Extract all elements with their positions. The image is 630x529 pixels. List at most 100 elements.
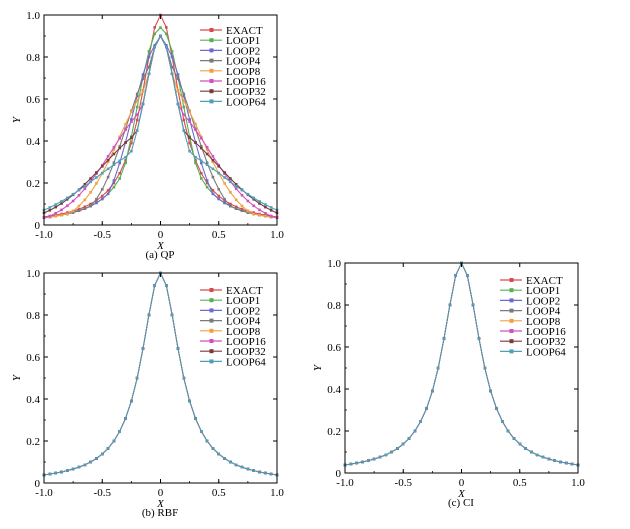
data-point — [349, 462, 353, 466]
data-point — [471, 303, 475, 307]
x-tick-label: -1.0 — [336, 477, 354, 489]
data-point — [194, 122, 197, 126]
data-point — [118, 146, 121, 150]
data-point — [83, 184, 87, 188]
data-point — [425, 407, 428, 410]
data-point — [71, 199, 75, 203]
data-point — [106, 189, 110, 192]
data-point — [182, 99, 186, 102]
x-tick-label: -0.5 — [94, 229, 112, 241]
data-point — [101, 171, 104, 175]
data-point — [147, 72, 151, 76]
data-point — [194, 161, 197, 165]
data-point — [205, 185, 209, 189]
data-point — [89, 191, 92, 194]
data-point — [211, 447, 215, 450]
legend-item-exact: EXACT — [200, 285, 263, 297]
data-point — [141, 75, 145, 79]
data-point — [170, 50, 174, 53]
legend-label: LOOP64 — [226, 356, 266, 368]
data-point — [106, 175, 110, 179]
data-point — [147, 50, 151, 53]
data-point — [466, 274, 469, 277]
data-point — [489, 389, 492, 393]
x-axis-label: X — [457, 488, 466, 500]
legend-swatch-marker — [209, 359, 214, 364]
legend-label: LOOP32 — [226, 346, 266, 358]
data-point — [48, 209, 52, 212]
y-tick-label: 1.0 — [26, 10, 40, 22]
legend-item-loop4: LOOP4 — [200, 316, 261, 328]
data-point — [442, 337, 446, 340]
legend-swatch-marker — [209, 298, 214, 303]
data-point — [118, 145, 121, 148]
data-point — [124, 128, 127, 131]
data-point — [188, 141, 191, 145]
data-point — [83, 463, 87, 467]
data-point — [60, 200, 63, 203]
data-point — [165, 26, 168, 29]
legend-item-exact: EXACT — [200, 25, 263, 37]
data-point — [413, 429, 417, 433]
data-point — [234, 198, 238, 202]
y-axis-label: Y — [11, 373, 23, 381]
data-point — [407, 437, 411, 440]
data-point — [367, 459, 370, 462]
data-point — [101, 452, 104, 456]
data-point — [130, 120, 133, 123]
legend-swatch-marker — [209, 28, 214, 32]
data-point — [77, 207, 81, 211]
data-point — [234, 187, 238, 191]
data-point — [205, 179, 209, 182]
data-point — [194, 155, 197, 159]
chart-caption: (c) CI — [448, 497, 474, 509]
y-tick-label: 0.8 — [26, 52, 40, 64]
data-point — [182, 92, 186, 96]
data-point — [211, 155, 215, 158]
data-point — [106, 167, 110, 171]
data-point — [223, 457, 226, 460]
legend-label: EXACT — [226, 25, 263, 37]
data-point — [205, 181, 209, 185]
data-point — [211, 192, 215, 196]
data-point — [170, 313, 174, 317]
data-point — [153, 26, 156, 29]
data-point — [77, 465, 81, 469]
data-point — [246, 199, 250, 203]
data-point — [165, 284, 168, 287]
data-point — [77, 188, 81, 192]
data-point — [60, 470, 63, 474]
data-point — [176, 89, 180, 93]
chart-1: -1.0 -0.5 0 0.5 1.0 0 0.2 0.4 0.6 0.8 1.0 X Y (b) RBF… — [11, 268, 284, 519]
data-point — [229, 460, 232, 464]
data-point — [269, 209, 273, 212]
legend-swatch-marker — [209, 58, 214, 63]
legend-label: LOOP16 — [226, 336, 266, 348]
data-point — [524, 447, 527, 450]
data-point — [211, 167, 215, 171]
data-point — [217, 194, 220, 198]
data-point — [200, 135, 203, 139]
data-point — [165, 45, 168, 49]
data-point — [66, 469, 69, 472]
data-point — [194, 417, 197, 420]
legend-label: LOOP2 — [226, 45, 260, 57]
data-point — [95, 457, 98, 460]
data-point — [217, 165, 220, 168]
legend: EXACTLOOP1LOOP2LOOP4LOOP8LOOP16LOOP32LOO… — [200, 285, 266, 368]
legend-item-loop16: LOOP16 — [200, 336, 266, 348]
data-point — [229, 204, 232, 208]
legend-label: LOOP8 — [226, 66, 261, 78]
data-point — [234, 207, 238, 210]
y-tick-label: 0.6 — [26, 94, 40, 106]
data-point — [106, 160, 110, 164]
legend-swatch-marker — [209, 89, 214, 94]
data-point — [234, 183, 238, 186]
data-point — [182, 129, 186, 132]
y-tick-label: 0.8 — [26, 310, 40, 322]
data-point — [355, 461, 358, 465]
data-point — [211, 160, 215, 164]
x-tick-label: 0 — [158, 487, 164, 499]
data-point — [95, 176, 98, 179]
data-point — [223, 176, 226, 179]
